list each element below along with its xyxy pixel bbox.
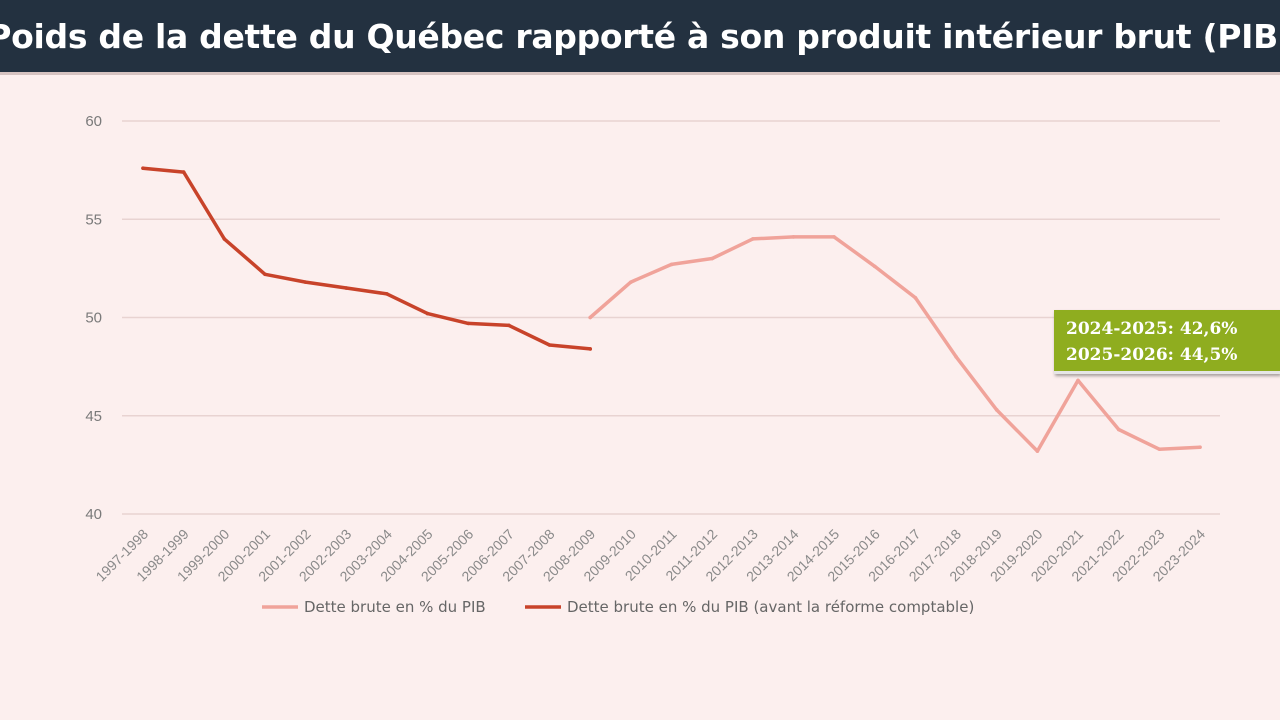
y-axis-ticks: 40 45 50 55 60 <box>85 113 102 523</box>
data-point <box>507 323 511 328</box>
data-point <box>913 296 918 300</box>
data-point <box>1035 449 1040 453</box>
data-point <box>588 347 592 351</box>
data-point <box>832 235 836 239</box>
data-point <box>344 286 349 290</box>
y-tick-label-55: 55 <box>85 211 102 228</box>
data-point <box>425 311 430 316</box>
data-point <box>954 355 958 359</box>
data-point <box>1157 447 1162 451</box>
y-tick-label-50: 50 <box>85 310 102 327</box>
forecast-callout: 2024-2025: 42,6% 2025-2026: 44,5% <box>1054 310 1280 374</box>
data-point <box>547 343 552 347</box>
data-point <box>466 321 471 326</box>
series-lines <box>141 166 1202 453</box>
data-point <box>710 256 714 261</box>
x-axis-ticks: 1997-19981998-19991999-20002000-20012001… <box>92 526 1208 585</box>
data-point <box>588 315 592 320</box>
data-point <box>669 262 674 267</box>
data-point <box>1076 378 1080 383</box>
line-chart: 40 45 50 55 60 1997-19981998-19991999-200020… <box>85 113 1220 616</box>
y-tick-label-60: 60 <box>85 113 102 130</box>
data-point <box>181 170 186 174</box>
title-bar: Poids de la dette du Québec rapporté à s… <box>0 0 1280 72</box>
data-point <box>303 280 308 284</box>
series-line-dette-brute <box>588 235 1202 453</box>
data-point <box>385 292 389 296</box>
data-point <box>222 237 227 241</box>
data-point <box>263 272 267 277</box>
data-point <box>1198 445 1202 449</box>
data-point <box>872 264 877 269</box>
y-tick-label-45: 45 <box>85 408 102 425</box>
legend-label-1: Dette brute en % du PIB <box>304 598 486 616</box>
data-point <box>791 235 796 239</box>
callout-line-2024-2025: 2024-2025: 42,6% <box>1066 319 1238 339</box>
data-point <box>141 166 145 170</box>
data-point <box>994 408 999 412</box>
y-tick-label-40: 40 <box>85 506 102 523</box>
legend-label-2: Dette brute en % du PIB (avant la réform… <box>567 598 974 616</box>
grid-lines <box>122 120 1220 515</box>
legend: Dette brute en % du PIB Dette brute en % … <box>262 598 974 616</box>
data-point <box>629 280 633 284</box>
chart-title: Poids de la dette du Québec rapporté à s… <box>0 16 1280 56</box>
data-point <box>751 237 755 241</box>
chart-panel: 40 45 50 55 60 1997-1998 1998-1999 1999-2000 20… <box>0 72 1280 720</box>
series-line-avant-reforme <box>141 166 592 351</box>
data-point <box>1116 427 1121 432</box>
callout-line-2025-2026: 2025-2026: 44,5% <box>1066 345 1238 365</box>
